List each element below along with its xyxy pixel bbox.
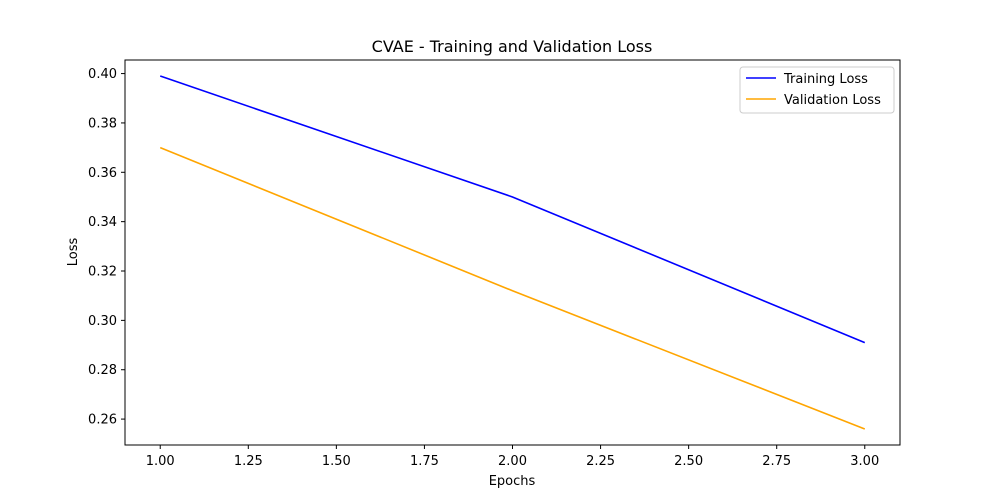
y-tick-label: 0.36 <box>88 166 117 181</box>
y-axis: 0.26 0.28 0.30 0.32 0.34 0.36 0.38 0.40 <box>88 67 125 428</box>
plot-frame <box>124 59 901 446</box>
x-axis: 1.00 1.25 1.50 1.75 2.00 2.25 2.50 2.75 3.00 <box>146 445 879 469</box>
plot-area: 1.00 1.25 1.50 1.75 2.00 2.25 2.50 2.75 3.00 0.2… <box>88 59 901 469</box>
legend: Training Loss Validation Loss <box>739 66 895 114</box>
series-lines <box>159 75 866 430</box>
y-tick-label: 0.26 <box>88 413 117 428</box>
x-tick-label: 3.00 <box>850 454 879 469</box>
y-tick-label: 0.38 <box>88 116 117 131</box>
y-tick-label: 0.34 <box>88 215 117 230</box>
x-tick-label: 1.25 <box>234 454 263 469</box>
legend-label-validation: Validation Loss <box>784 93 881 108</box>
y-tick-label: 0.28 <box>88 363 117 378</box>
x-tick-label: 1.75 <box>410 454 439 469</box>
y-tick-label: 0.30 <box>88 314 117 329</box>
x-tick-label: 1.00 <box>146 454 175 469</box>
y-tick-label: 0.40 <box>88 67 117 82</box>
legend-box <box>739 66 895 114</box>
x-tick-label: 1.50 <box>322 454 351 469</box>
x-tick-label: 2.50 <box>674 454 703 469</box>
training-loss-line <box>159 75 866 344</box>
validation-loss-line <box>159 146 866 430</box>
y-tick-label: 0.32 <box>88 265 117 280</box>
x-tick-label: 2.25 <box>586 454 615 469</box>
x-tick-label: 2.75 <box>762 454 791 469</box>
chart-title: CVAE - Training and Validation Loss <box>372 37 653 56</box>
y-axis-label: Loss <box>66 238 81 267</box>
legend-label-training: Training Loss <box>783 72 868 87</box>
x-axis-label: Epochs <box>489 474 536 489</box>
x-tick-label: 2.00 <box>498 454 527 469</box>
